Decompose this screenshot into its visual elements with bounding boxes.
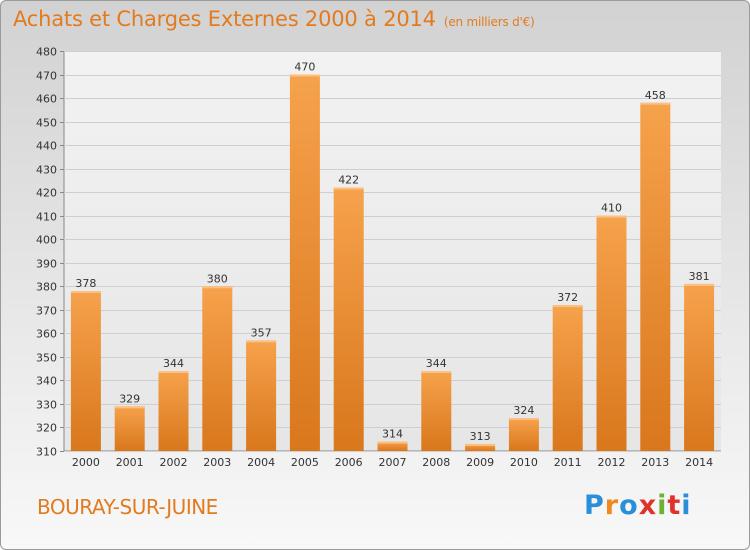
y-tick-label: 350 bbox=[36, 352, 57, 365]
y-tick-label: 370 bbox=[36, 305, 57, 318]
logo-letter: x bbox=[638, 490, 658, 521]
data-label: 372 bbox=[557, 291, 578, 304]
y-tick-label: 340 bbox=[36, 375, 57, 388]
x-tick-label: 2005 bbox=[291, 456, 319, 469]
chart-subtitle: (en milliers d'€) bbox=[443, 15, 535, 29]
x-tick-label: 2002 bbox=[160, 456, 188, 469]
y-tick-label: 360 bbox=[36, 328, 57, 341]
x-tick-label: 2008 bbox=[422, 456, 450, 469]
y-tick-label: 380 bbox=[36, 281, 57, 294]
bar-highlight bbox=[158, 371, 189, 373]
x-tick-label: 2004 bbox=[247, 456, 275, 469]
bar bbox=[114, 406, 145, 451]
y-tick-label: 320 bbox=[36, 422, 57, 435]
y-tick-label: 470 bbox=[36, 70, 57, 83]
logo-letter: o bbox=[619, 490, 639, 521]
bar bbox=[289, 74, 320, 451]
bar-highlight bbox=[289, 74, 320, 77]
y-tick-label: 440 bbox=[36, 140, 57, 153]
data-label: 470 bbox=[294, 61, 315, 74]
data-label: 357 bbox=[251, 326, 272, 339]
bar bbox=[377, 441, 408, 451]
y-tick-label: 460 bbox=[36, 93, 57, 106]
data-label: 344 bbox=[426, 357, 447, 370]
x-tick-label: 2010 bbox=[510, 456, 538, 469]
data-label: 422 bbox=[338, 173, 359, 186]
bar-highlight bbox=[202, 286, 233, 289]
data-label: 324 bbox=[513, 404, 534, 417]
bar-highlight bbox=[333, 187, 364, 190]
data-label: 381 bbox=[689, 270, 710, 283]
bar bbox=[421, 371, 452, 451]
data-label: 380 bbox=[207, 272, 228, 285]
y-axis-ticks: 310 320 330 340 350 360 370 380 390 400 410 420 430 4… bbox=[36, 46, 64, 459]
data-label: 410 bbox=[601, 202, 622, 215]
bar bbox=[333, 187, 364, 451]
bar bbox=[640, 102, 671, 451]
bar bbox=[684, 283, 715, 451]
bar-highlight bbox=[596, 215, 627, 218]
bar-highlight bbox=[114, 406, 145, 409]
data-labels: 378 329 344 380 357 470 422 314 344 313 324 372 410 4… bbox=[75, 61, 709, 443]
y-tick-label: 400 bbox=[36, 234, 57, 247]
bar-highlight bbox=[640, 102, 671, 105]
data-label: 314 bbox=[382, 428, 403, 441]
x-tick-label: 2003 bbox=[203, 456, 231, 469]
logo-letter: i bbox=[681, 490, 692, 521]
y-tick-label: 390 bbox=[36, 258, 57, 271]
chart-title: Achats et Charges Externes 2000 à 2014 bbox=[13, 7, 436, 31]
data-label: 329 bbox=[119, 392, 140, 405]
x-tick-label: 2014 bbox=[685, 456, 713, 469]
data-label: 458 bbox=[645, 89, 666, 102]
logo-letter: i bbox=[657, 490, 668, 521]
bar bbox=[202, 286, 233, 451]
y-tick-label: 450 bbox=[36, 117, 57, 130]
bar bbox=[158, 371, 189, 451]
logo-letter: P bbox=[584, 490, 605, 521]
logo-letter: r bbox=[604, 490, 620, 521]
bar-highlight bbox=[377, 441, 408, 444]
y-tick-label: 310 bbox=[36, 446, 57, 459]
bar-highlight bbox=[684, 283, 715, 286]
data-label: 344 bbox=[163, 357, 184, 370]
y-tick-label: 420 bbox=[36, 187, 57, 200]
x-tick-label: 2006 bbox=[335, 456, 363, 469]
x-tick-label: 2009 bbox=[466, 456, 494, 469]
x-tick-label: 2013 bbox=[641, 456, 669, 469]
y-tick-label: 330 bbox=[36, 399, 57, 412]
y-tick-label: 480 bbox=[36, 46, 57, 59]
bar-highlight bbox=[552, 305, 583, 308]
x-axis-ticks: 2000 2001 2002 2003 2004 2005 2006 2007 2008 2009… bbox=[72, 456, 713, 469]
data-label: 378 bbox=[75, 277, 96, 290]
bar-highlight bbox=[246, 340, 277, 343]
bar-highlight bbox=[70, 291, 101, 293]
data-label: 313 bbox=[470, 430, 491, 443]
bar bbox=[508, 418, 539, 451]
y-tick-label: 430 bbox=[36, 164, 57, 177]
bar-highlight bbox=[421, 371, 452, 373]
bar bbox=[552, 305, 583, 451]
x-tick-label: 2001 bbox=[116, 456, 144, 469]
chart-title-block: Achats et Charges Externes 2000 à 2014 (e… bbox=[13, 7, 535, 31]
commune-name: BOURAY-SUR-JUINE bbox=[37, 495, 218, 519]
bar bbox=[70, 291, 101, 451]
bar bbox=[246, 340, 277, 451]
bar-highlight bbox=[508, 418, 539, 421]
logo-letter: t bbox=[667, 490, 682, 521]
bars bbox=[70, 74, 715, 451]
x-tick-label: 2007 bbox=[379, 456, 407, 469]
x-tick-label: 2011 bbox=[554, 456, 582, 469]
x-tick-label: 2012 bbox=[598, 456, 626, 469]
proxiti-logo[interactable]: Proxiti bbox=[584, 490, 692, 521]
bar bbox=[465, 443, 496, 451]
y-tick-label: 410 bbox=[36, 211, 57, 224]
bar bbox=[596, 215, 627, 451]
bar-highlight bbox=[465, 443, 496, 446]
x-tick-label: 2000 bbox=[72, 456, 100, 469]
